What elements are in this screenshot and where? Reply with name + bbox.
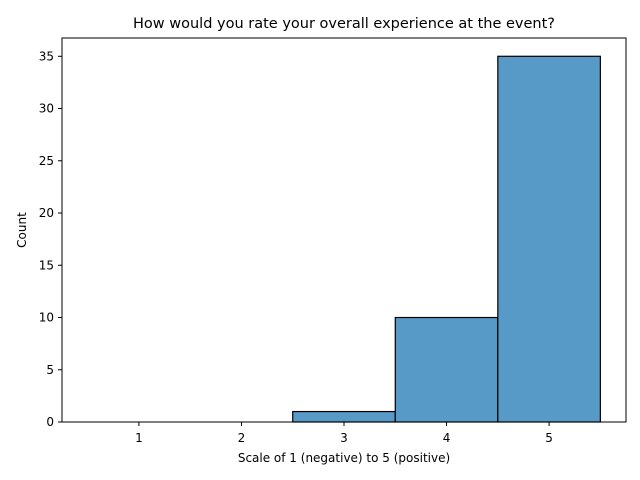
- plot-frame: [61, 37, 627, 423]
- y-tick-label: 25: [39, 154, 54, 168]
- y-axis-label: Count: [15, 212, 29, 248]
- bars: [292, 55, 601, 423]
- y-tick-label: 10: [39, 311, 54, 325]
- y-tick-label: 5: [46, 363, 54, 377]
- bar-4: [394, 316, 499, 423]
- x-tick-label: 4: [443, 431, 451, 445]
- x-axis-label: Scale of 1 (negative) to 5 (positive): [238, 451, 450, 465]
- y-tick-label: 35: [39, 49, 54, 63]
- chart-title: How would you rate your overall experien…: [133, 16, 555, 32]
- y-tick-label: 20: [39, 206, 54, 220]
- bar-3: [292, 410, 396, 423]
- x-tick-label: 2: [238, 431, 246, 445]
- x-axis-ticks: 1 2 3 4 5: [135, 422, 553, 445]
- y-tick-label: 15: [39, 258, 54, 272]
- y-tick-label: 0: [46, 415, 54, 429]
- bar-5: [497, 55, 601, 423]
- y-tick-label: 30: [39, 102, 54, 116]
- x-tick-label: 3: [340, 431, 348, 445]
- y-axis-ticks: 0 5 10 15 20 25 30 35: [39, 49, 62, 429]
- x-tick-label: 1: [135, 431, 143, 445]
- x-tick-label: 5: [545, 431, 553, 445]
